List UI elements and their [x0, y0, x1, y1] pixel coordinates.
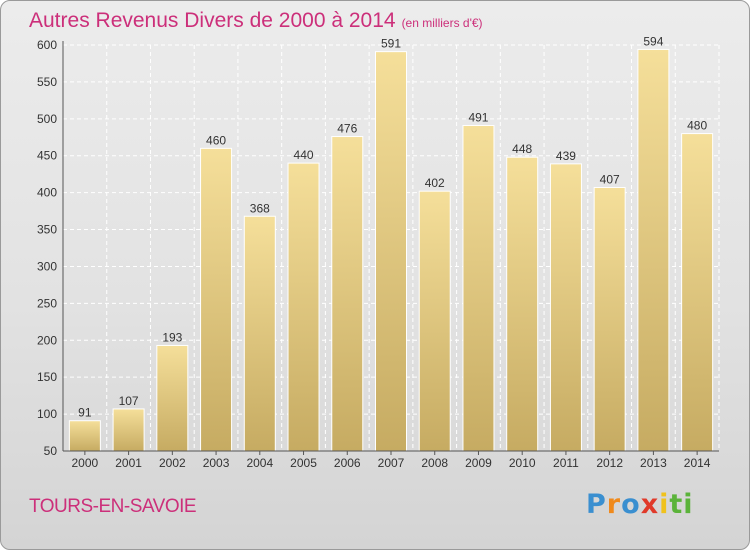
x-tick-label: 2008	[421, 456, 448, 470]
y-tick-label: 450	[37, 149, 57, 163]
x-tick-label: 2003	[203, 456, 230, 470]
y-tick-label: 550	[37, 75, 57, 89]
location-label: TOURS-EN-SAVOIE	[29, 496, 197, 517]
bar-value-label: 491	[468, 110, 488, 124]
bar	[375, 51, 407, 452]
x-tick-label: 2012	[596, 456, 623, 470]
bar	[418, 190, 451, 452]
y-tick-label: 250	[37, 296, 57, 310]
bar	[462, 124, 495, 452]
proxiti-logo: Proxiti	[586, 489, 694, 520]
x-tick-label: 2007	[378, 456, 405, 470]
bar-value-label: 594	[643, 34, 663, 48]
x-tick-label: 2010	[509, 456, 536, 470]
bar	[549, 163, 582, 452]
bar-value-label: 402	[425, 176, 445, 190]
y-tick-label: 100	[37, 407, 57, 421]
x-tick-label: 2000	[72, 456, 99, 470]
x-tick-label: 2014	[684, 456, 711, 470]
bar-value-label: 476	[337, 122, 357, 136]
x-tick-label: 2002	[159, 456, 186, 470]
bar	[200, 147, 233, 452]
bar-value-label: 407	[600, 172, 620, 186]
y-tick-label: 350	[37, 223, 57, 237]
x-tick-label: 2006	[334, 456, 361, 470]
bar	[112, 408, 145, 452]
bar	[681, 133, 714, 452]
bar-value-label: 91	[78, 406, 92, 420]
bar-value-label: 591	[381, 37, 401, 51]
y-tick-label: 400	[37, 186, 57, 200]
y-tick-label: 150	[37, 370, 57, 384]
chart-title: Autres Revenus Divers de 2000 à 2014 (en …	[29, 9, 483, 33]
x-tick-label: 2011	[553, 456, 579, 470]
x-tick-label: 2005	[290, 456, 317, 470]
bar-value-label: 448	[512, 142, 532, 156]
y-tick-label: 200	[37, 333, 57, 347]
bar	[68, 420, 101, 452]
bar-value-label: 440	[294, 148, 314, 162]
chart-subtitle: (en milliers d'€)	[401, 16, 483, 30]
bar	[243, 215, 276, 452]
x-tick-label: 2001	[115, 456, 142, 470]
bar	[506, 156, 539, 452]
bar	[593, 186, 626, 452]
bar	[156, 344, 189, 452]
bar-value-label: 107	[119, 394, 139, 408]
bar-value-label: 368	[250, 201, 270, 215]
x-tick-label: 2013	[640, 456, 667, 470]
y-tick-label: 500	[37, 112, 57, 126]
x-tick-label: 2009	[465, 456, 492, 470]
y-tick-label: 600	[37, 38, 57, 52]
bar-value-label: 480	[687, 119, 707, 133]
bar	[287, 162, 320, 452]
bar-value-label: 460	[206, 133, 226, 147]
bar	[331, 136, 364, 452]
x-tick-label: 2004	[246, 456, 273, 470]
bar-value-label: 439	[556, 149, 576, 163]
bar-value-label: 193	[162, 330, 182, 344]
title-text: Autres Revenus Divers de 2000 à 2014	[29, 9, 396, 32]
bar	[637, 48, 670, 452]
y-tick-label: 50	[44, 444, 58, 458]
y-tick-label: 300	[37, 259, 57, 273]
